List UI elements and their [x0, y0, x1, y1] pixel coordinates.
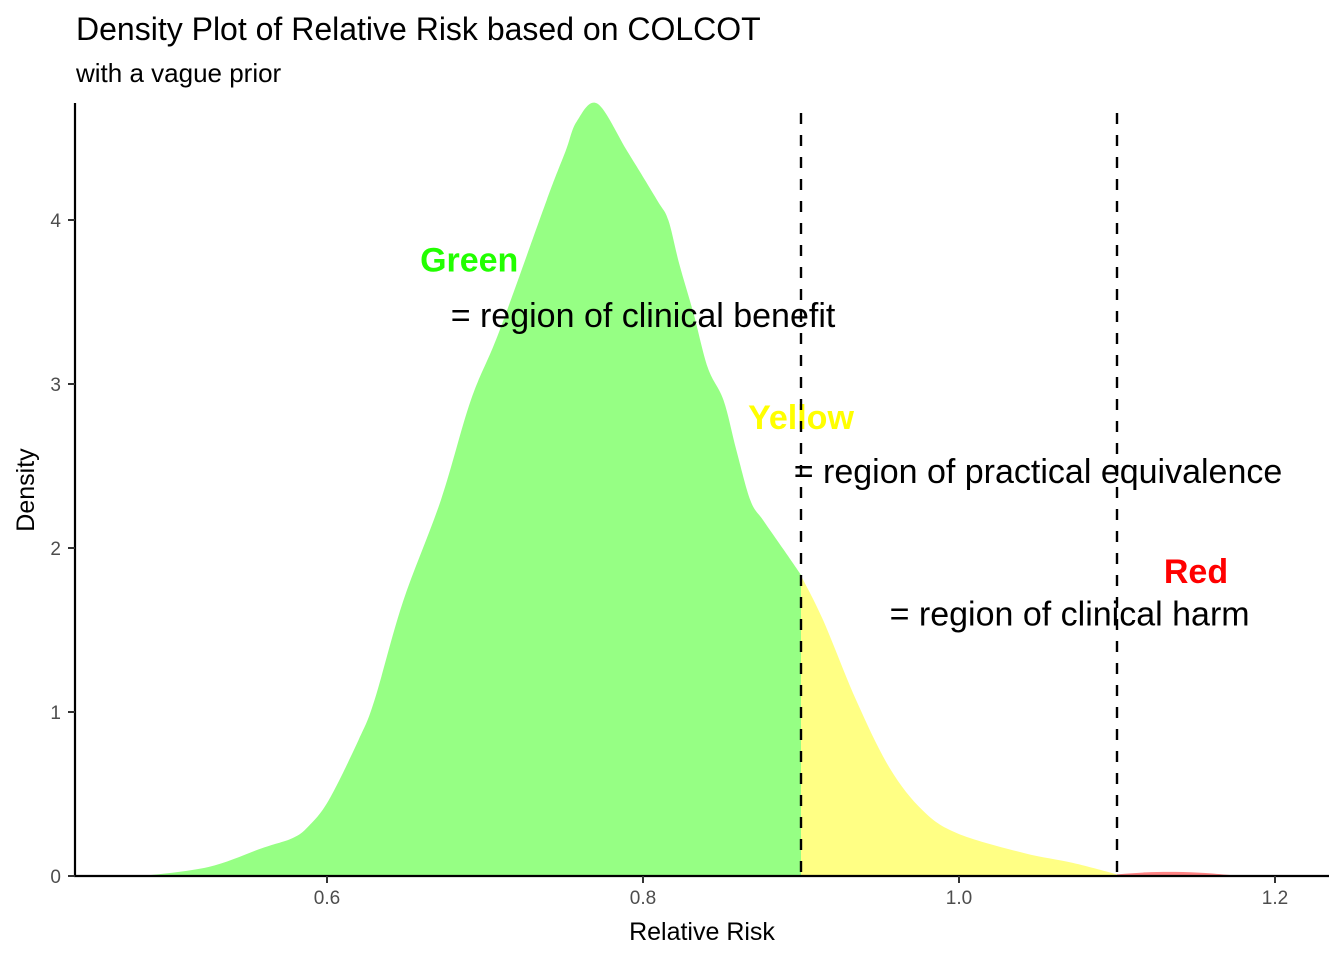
x-axis-title: Relative Risk: [629, 918, 775, 946]
annotation-text: = region of clinical benefit: [451, 297, 836, 335]
y-tick-label: 1: [50, 703, 61, 724]
y-tick-label: 4: [50, 211, 61, 232]
density-region-equivalence: [801, 575, 1117, 876]
density-region-benefit: [135, 102, 802, 877]
x-ticks: 0.6 0.8 1.0 1.2: [314, 876, 1288, 909]
annotations: Green= region of clinical benefitYellow=…: [420, 241, 1282, 633]
threshold-lines: [799, 113, 1119, 876]
annotation-text: = region of clinical harm: [890, 596, 1250, 634]
annotation-text: = region of practical equivalence: [794, 453, 1283, 491]
chart-subtitle: with a vague prior: [75, 58, 282, 88]
y-axis-title: Density: [12, 448, 40, 532]
y-tick-label: 0: [50, 867, 61, 888]
y-tick-label: 2: [50, 539, 61, 560]
chart-title: Density Plot of Relative Risk based on C…: [76, 11, 761, 47]
x-tick-label: 1.2: [1262, 888, 1288, 909]
x-tick-label: 1.0: [946, 888, 972, 909]
annotation-label-green: Green: [420, 241, 518, 279]
x-tick-label: 0.8: [630, 888, 656, 909]
y-ticks: 0 1 2 3 4: [50, 211, 75, 888]
y-tick-label: 3: [50, 375, 61, 396]
annotation-label-red: Red: [1164, 553, 1228, 591]
x-tick-label: 0.6: [314, 888, 340, 909]
